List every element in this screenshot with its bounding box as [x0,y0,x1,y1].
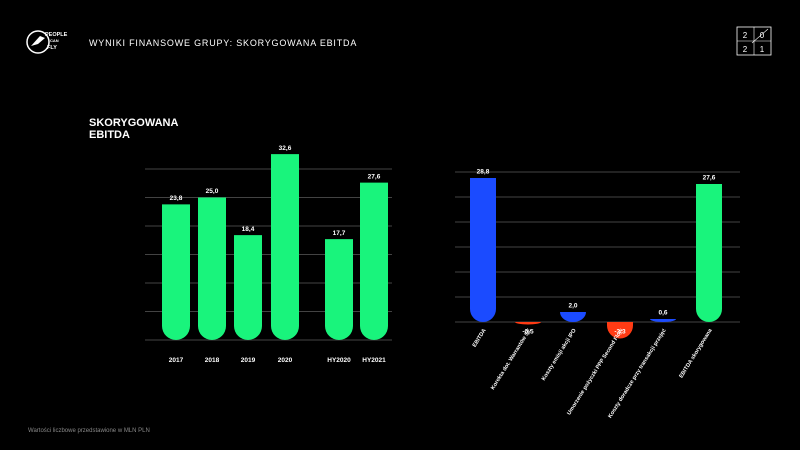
logo-mark [31,36,45,46]
data-label: 28,8 [477,169,490,176]
bar [198,197,226,340]
bar [607,322,633,339]
data-label: -3,3 [614,329,626,336]
logo: PEOPLE CAN FLY [26,30,68,54]
badge-line [751,28,769,44]
badge-digit: 2 [743,45,748,54]
bar [560,312,586,322]
logo-icon [26,30,50,54]
badge-digit: 0 [760,31,765,40]
section-title: SKORYGOWANA [89,117,178,129]
x-tick-label: HY2020 [327,357,351,364]
logo-text: CAN [50,38,59,43]
data-label: 0,6 [658,310,667,317]
badge-digit: 1 [760,45,765,54]
bar [234,235,262,340]
data-label: 32,6 [279,145,292,152]
data-label: 27,6 [368,173,381,180]
bar [470,178,496,322]
x-tick-label: HY2021 [362,357,386,364]
data-label: 17,7 [333,230,346,237]
data-label: 25,0 [206,188,219,195]
bar [650,319,676,322]
x-tick-label: 2019 [241,357,256,364]
data-label: 18,4 [242,226,255,233]
x-tick-label: 2018 [205,357,220,364]
logo-text: PEOPLE [45,32,68,38]
section-title: EBITDA [89,129,130,141]
data-label: 23,8 [170,195,183,202]
header-title: WYNIKI FINANSOWE GRUPY: SKORYGOWANA EBIT… [89,38,357,48]
data-label: -0,5 [522,329,534,336]
bar-chart: 23,8 2017 25,0 2018 18,4 2019 32,6 2020 17,7 HY20… [145,145,392,364]
x-tick-label: 2020 [278,357,293,364]
x-tick-label: 2017 [169,357,184,364]
bar [271,154,299,340]
bar [325,239,353,340]
bar [696,184,722,322]
footnote: Wartości liczbowe przedstawione w MLN PL… [28,428,150,434]
data-label: 27,6 [703,175,716,182]
data-label: 2,0 [568,303,577,310]
bar [360,182,388,340]
bar [515,322,541,325]
badge-digit: 2 [743,31,748,40]
year-badge: 2 0 2 1 [736,26,772,56]
logo-text: FLY [47,45,57,51]
bar [162,204,190,340]
